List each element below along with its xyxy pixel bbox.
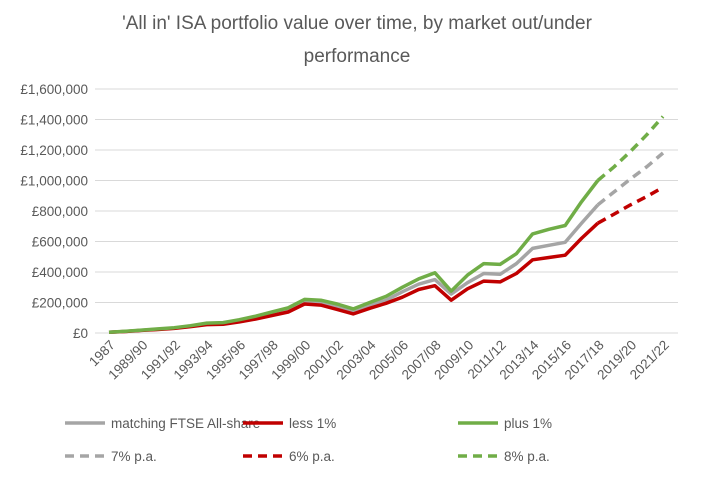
legend-label: matching FTSE All-share <box>111 416 260 431</box>
series-line-less-1- <box>108 221 599 334</box>
y-tick-label: £1,000,000 <box>20 174 88 189</box>
y-tick-label: £800,000 <box>32 204 88 219</box>
y-tick-label: £1,600,000 <box>20 82 88 97</box>
legend-label: less 1% <box>289 416 336 431</box>
legend-label: 7% p.a. <box>111 449 157 464</box>
series-line-6-p-a- <box>596 185 664 225</box>
legend-label: plus 1% <box>504 416 552 431</box>
chart-title-line-2: performance <box>304 46 411 67</box>
series-line-7-p-a- <box>596 151 665 207</box>
series-line-plus-1- <box>108 179 600 334</box>
y-tick-label: £200,000 <box>32 296 88 311</box>
series-line-8-p-a- <box>596 115 665 182</box>
y-tick-label: £0 <box>73 326 88 341</box>
y-tick-label: £400,000 <box>32 265 88 280</box>
y-tick-label: £600,000 <box>32 235 88 250</box>
y-tick-label: £1,400,000 <box>20 113 88 128</box>
y-tick-label: £1,200,000 <box>20 143 88 158</box>
legend-label: 8% p.a. <box>504 449 550 464</box>
legend-label: 6% p.a. <box>289 449 335 464</box>
chart-title-line-1: 'All in' ISA portfolio value over time, … <box>122 13 592 34</box>
